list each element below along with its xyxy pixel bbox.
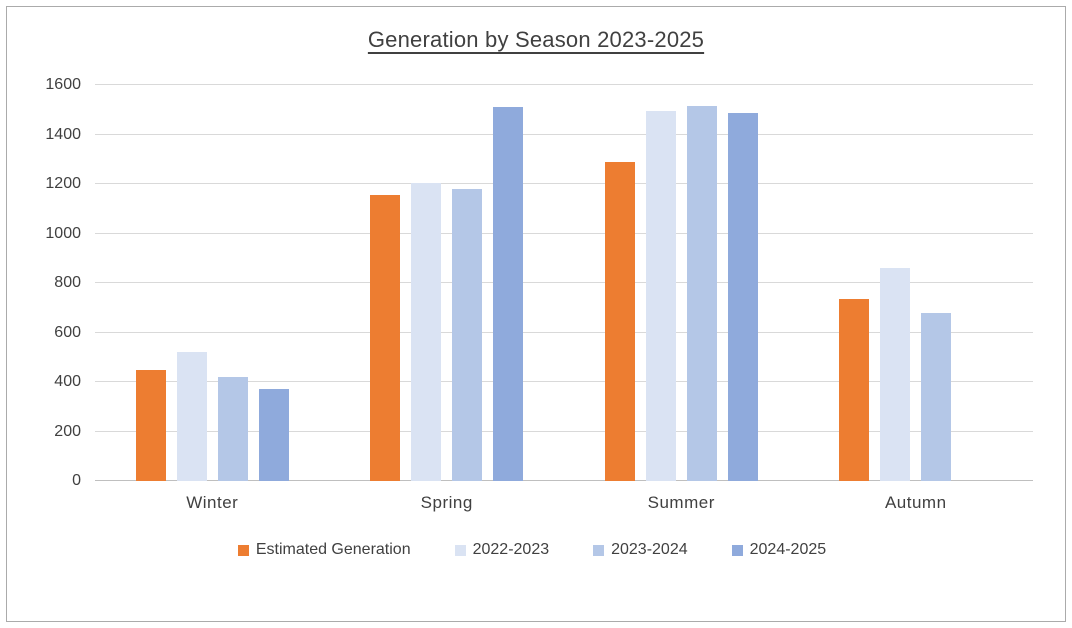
bar-group-spring xyxy=(330,85,565,481)
y-tick-label: 1400 xyxy=(45,125,81,143)
x-axis-line xyxy=(95,480,1033,481)
bar xyxy=(880,268,911,481)
legend-label: Estimated Generation xyxy=(255,541,411,558)
y-tick-label: 800 xyxy=(54,274,81,291)
y-tick-label: 600 xyxy=(54,323,81,341)
legend-label: 2023-2024 xyxy=(611,541,688,558)
legend-label: 2022-2023 xyxy=(472,541,550,558)
gridline xyxy=(95,331,1033,333)
x-label-winter: Winter xyxy=(186,493,239,512)
bar-group-winter xyxy=(95,85,330,481)
legend: Estimated Generation 2022-2023 2023-2024 20… xyxy=(31,541,1033,559)
bar xyxy=(370,195,401,481)
legend-item: 2023-2024 xyxy=(593,541,688,559)
bar xyxy=(493,107,524,481)
y-tick-label: 1000 xyxy=(45,224,81,242)
y-tick-label: 200 xyxy=(54,422,81,440)
legend-item: 2024-2025 xyxy=(731,541,827,559)
legend-item: Estimated Generation xyxy=(237,541,411,559)
bar-group-summer xyxy=(564,85,799,481)
chart-area: 0 200 400 600 800 1000 1200 1400 1600 Winter Spri… xyxy=(31,76,1033,559)
x-label-summer: Summer xyxy=(647,493,715,512)
y-tick-label: 1600 xyxy=(45,76,81,93)
bar xyxy=(604,161,635,481)
legend-swatch-icon xyxy=(454,544,466,556)
y-tick-label: 1200 xyxy=(45,175,81,192)
gridline xyxy=(95,84,1033,85)
bar xyxy=(921,312,952,481)
bar xyxy=(686,106,717,481)
bar-group-autumn xyxy=(799,85,1034,481)
x-label-spring: Spring xyxy=(420,493,473,512)
gridline xyxy=(95,133,1033,135)
x-axis: Winter Spring Summer Autumn xyxy=(31,493,1033,513)
legend-swatch-icon xyxy=(731,544,743,556)
legend-label: 2024-2025 xyxy=(749,541,827,558)
gridline xyxy=(95,430,1033,432)
plot-row: 0 200 400 600 800 1000 1200 1400 1600 xyxy=(31,76,1033,489)
gridline xyxy=(95,381,1033,382)
bar xyxy=(258,389,289,481)
chart-title: Generation by Season 2023-2025 xyxy=(367,27,705,52)
bar xyxy=(411,182,442,481)
gridline xyxy=(95,282,1033,283)
bar xyxy=(645,111,676,481)
y-tick-label: 0 xyxy=(72,472,81,489)
gridline xyxy=(95,183,1033,184)
bar xyxy=(727,113,758,481)
bar xyxy=(176,352,207,481)
bar xyxy=(135,369,166,481)
x-label-autumn: Autumn xyxy=(884,493,947,512)
plot-area xyxy=(95,84,1033,481)
bar-groups xyxy=(95,85,1033,481)
y-tick-label: 400 xyxy=(54,373,81,390)
x-axis-spacer xyxy=(31,493,95,513)
bar xyxy=(452,188,483,481)
legend-item: 2022-2023 xyxy=(454,541,550,559)
bar xyxy=(839,299,870,481)
legend-swatch-icon xyxy=(237,544,249,556)
bar xyxy=(217,377,248,481)
y-axis: 0 200 400 600 800 1000 1200 1400 1600 xyxy=(31,76,95,489)
chart-frame: Generation by Season 2023-2025 0 200 400 60… xyxy=(6,6,1066,622)
gridline xyxy=(95,232,1033,234)
legend-swatch-icon xyxy=(593,544,605,556)
